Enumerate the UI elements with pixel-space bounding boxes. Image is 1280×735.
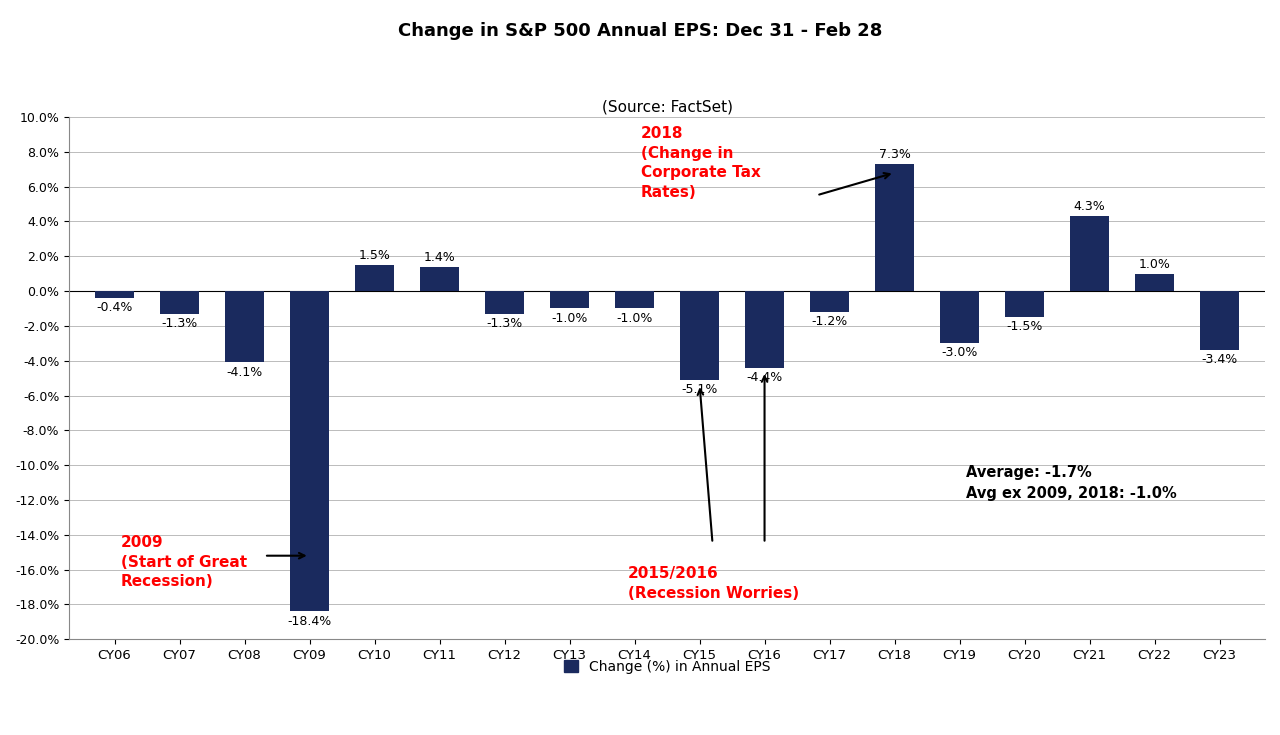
Text: Change in S&P 500 Annual EPS: Dec 31 - Feb 28: Change in S&P 500 Annual EPS: Dec 31 - F… — [398, 22, 882, 40]
Bar — [616, 291, 654, 309]
Bar — [680, 291, 719, 380]
Text: -3.4%: -3.4% — [1202, 354, 1238, 367]
Text: -5.1%: -5.1% — [681, 383, 718, 396]
Bar — [1070, 216, 1108, 291]
Bar — [940, 291, 979, 343]
Text: 1.5%: 1.5% — [358, 249, 390, 262]
Text: 2009
(Start of Great
Recession): 2009 (Start of Great Recession) — [122, 535, 247, 589]
Bar — [95, 291, 134, 298]
Text: 1.0%: 1.0% — [1139, 257, 1170, 270]
Bar — [291, 291, 329, 612]
Bar — [160, 291, 200, 314]
Bar — [810, 291, 849, 312]
Text: -1.0%: -1.0% — [617, 312, 653, 325]
Text: -4.4%: -4.4% — [746, 371, 782, 384]
Text: 1.4%: 1.4% — [424, 251, 456, 264]
Bar — [420, 267, 460, 291]
Text: -4.1%: -4.1% — [227, 365, 262, 379]
Text: -1.2%: -1.2% — [812, 315, 847, 328]
Bar — [1201, 291, 1239, 351]
Text: -0.4%: -0.4% — [96, 301, 133, 314]
Bar — [1005, 291, 1044, 318]
Bar — [550, 291, 589, 309]
Text: -1.3%: -1.3% — [486, 317, 522, 330]
Text: 2018
(Change in
Corporate Tax
Rates): 2018 (Change in Corporate Tax Rates) — [641, 126, 760, 200]
Bar — [225, 291, 264, 362]
Text: -18.4%: -18.4% — [288, 614, 332, 628]
Text: -1.0%: -1.0% — [552, 312, 588, 325]
Bar — [745, 291, 785, 368]
Text: 2015/2016
(Recession Worries): 2015/2016 (Recession Worries) — [628, 566, 799, 601]
Title: (Source: FactSet): (Source: FactSet) — [602, 99, 732, 115]
Bar — [355, 265, 394, 291]
Bar — [876, 164, 914, 291]
Legend: Change (%) in Annual EPS: Change (%) in Annual EPS — [558, 654, 776, 679]
Text: Average: -1.7%
Avg ex 2009, 2018: -1.0%: Average: -1.7% Avg ex 2009, 2018: -1.0% — [966, 465, 1176, 501]
Text: -1.3%: -1.3% — [161, 317, 197, 330]
Bar — [485, 291, 524, 314]
Bar — [1135, 273, 1174, 291]
Text: 4.3%: 4.3% — [1074, 200, 1106, 213]
Text: 7.3%: 7.3% — [878, 148, 910, 161]
Text: -3.0%: -3.0% — [941, 346, 978, 359]
Text: -1.5%: -1.5% — [1006, 320, 1043, 334]
